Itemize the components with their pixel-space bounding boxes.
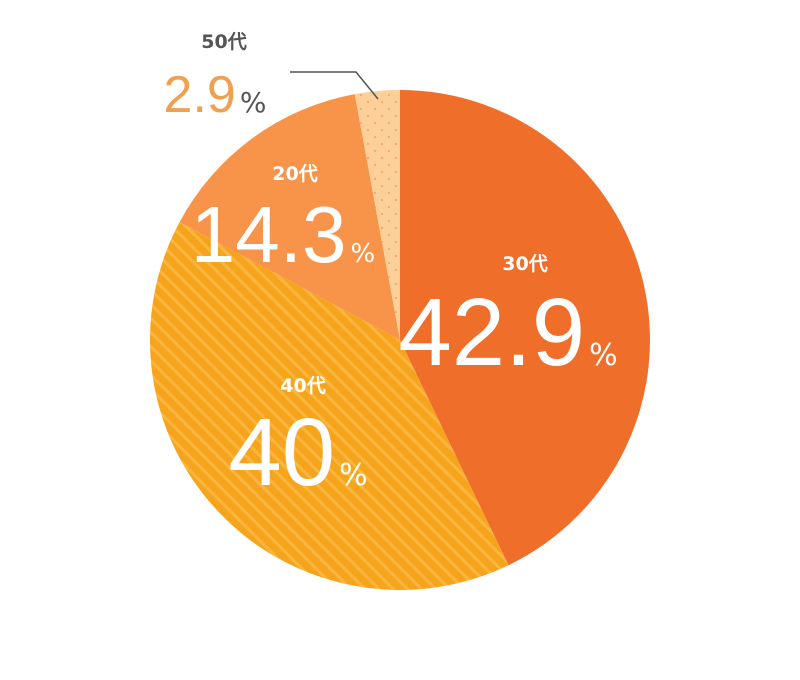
pie-slice-2	[150, 222, 509, 591]
leader-line-4	[290, 71, 379, 100]
slice-value-4: 2.9%	[164, 66, 267, 124]
pie-slice-4	[354, 90, 400, 340]
slice-unit-2: %	[339, 458, 368, 493]
slice-value-3: 14.3%	[191, 190, 375, 279]
pie-slice-3	[179, 94, 400, 340]
slice-unit-3: %	[350, 239, 375, 269]
slice-unit-4: %	[240, 86, 267, 119]
slice-unit-1: %	[589, 338, 618, 373]
slice-label-3: 20代	[272, 163, 317, 185]
slice-value-1: 42.9%	[398, 279, 617, 386]
pie-slice-1	[400, 90, 650, 566]
slice-label-4: 50代	[201, 31, 246, 53]
slice-label-1: 30代	[502, 253, 547, 275]
pie-slices	[150, 90, 650, 591]
slice-label-2: 40代	[280, 375, 325, 397]
slice-value-2: 40%	[228, 399, 367, 506]
